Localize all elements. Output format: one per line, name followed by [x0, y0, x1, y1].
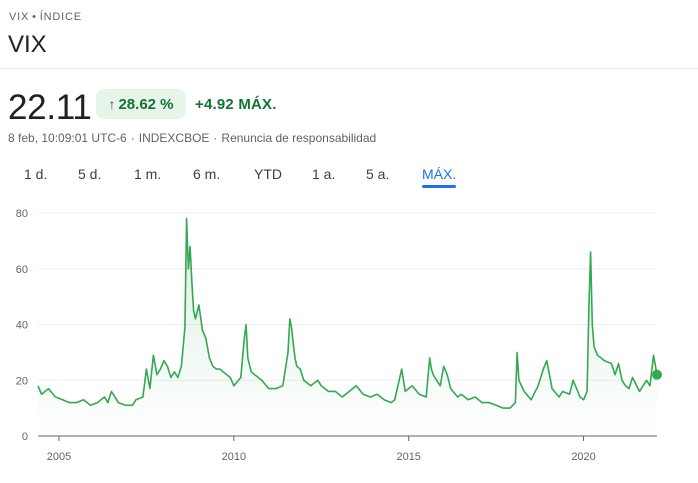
- range-tab-1y[interactable]: 1 a.: [312, 166, 336, 182]
- y-axis-labels: 0 20 40 60 80: [16, 208, 28, 443]
- y-tick-label: 40: [16, 320, 28, 332]
- x-axis-labels: 2005 2010 2015 2020: [47, 436, 596, 463]
- breadcrumb: VIX • ÍNDICE: [9, 11, 82, 23]
- range-tab-5y[interactable]: 5 a.: [366, 166, 390, 182]
- header-divider: [0, 68, 698, 69]
- y-tick-label: 60: [16, 264, 28, 276]
- quote-exchange: INDEXCBOE: [138, 131, 210, 145]
- x-tick-label: 2005: [47, 451, 71, 463]
- breadcrumb-type: ÍNDICE: [39, 11, 82, 23]
- change-percent: 28.62 %: [118, 95, 174, 113]
- meta-separator: ·: [213, 131, 218, 145]
- page-title: VIX: [8, 31, 47, 58]
- range-tab-1d[interactable]: 1 d.: [24, 166, 48, 182]
- range-tab-6m[interactable]: 6 m.: [193, 166, 221, 182]
- price-line: [37, 217, 658, 409]
- quote-meta: 8 feb, 10:09:01 UTC-6 · INDEXCBOE · Renuncia…: [8, 131, 376, 145]
- x-tick-label: 2015: [396, 451, 420, 463]
- meta-separator: ·: [130, 131, 135, 145]
- range-tab-1m[interactable]: 1 m.: [134, 166, 162, 182]
- y-tick-label: 80: [16, 208, 28, 220]
- price-area: [38, 218, 657, 436]
- change-percent-badge: ↑ 28.62 %: [96, 89, 186, 119]
- range-tabs: 1 d. 5 d. 1 m. 6 m. YTD 1 a. 5 a. MÁX.: [0, 160, 698, 190]
- range-tab-5d[interactable]: 5 d.: [78, 166, 102, 182]
- current-price: 22.11: [8, 88, 92, 127]
- price-chart[interactable]: 0 20 40 60 80 2005 2010 2015 2020: [0, 196, 698, 483]
- y-tick-label: 20: [16, 375, 28, 387]
- y-tick-label: 0: [22, 431, 28, 443]
- breadcrumb-symbol: VIX: [9, 11, 30, 23]
- disclaimer-link[interactable]: Renuncia de responsabilidad: [221, 131, 377, 145]
- x-tick-label: 2010: [222, 451, 246, 463]
- last-price-dot: [652, 369, 662, 380]
- change-absolute: +4.92 MÁX.: [195, 96, 277, 113]
- arrow-up-icon: ↑: [108, 96, 116, 112]
- x-tick-label: 2020: [571, 451, 595, 463]
- range-tab-ytd[interactable]: YTD: [254, 166, 282, 182]
- quote-timestamp: 8 feb, 10:09:01 UTC-6: [8, 131, 127, 145]
- range-tab-max[interactable]: MÁX.: [422, 166, 457, 188]
- breadcrumb-separator: •: [32, 11, 37, 23]
